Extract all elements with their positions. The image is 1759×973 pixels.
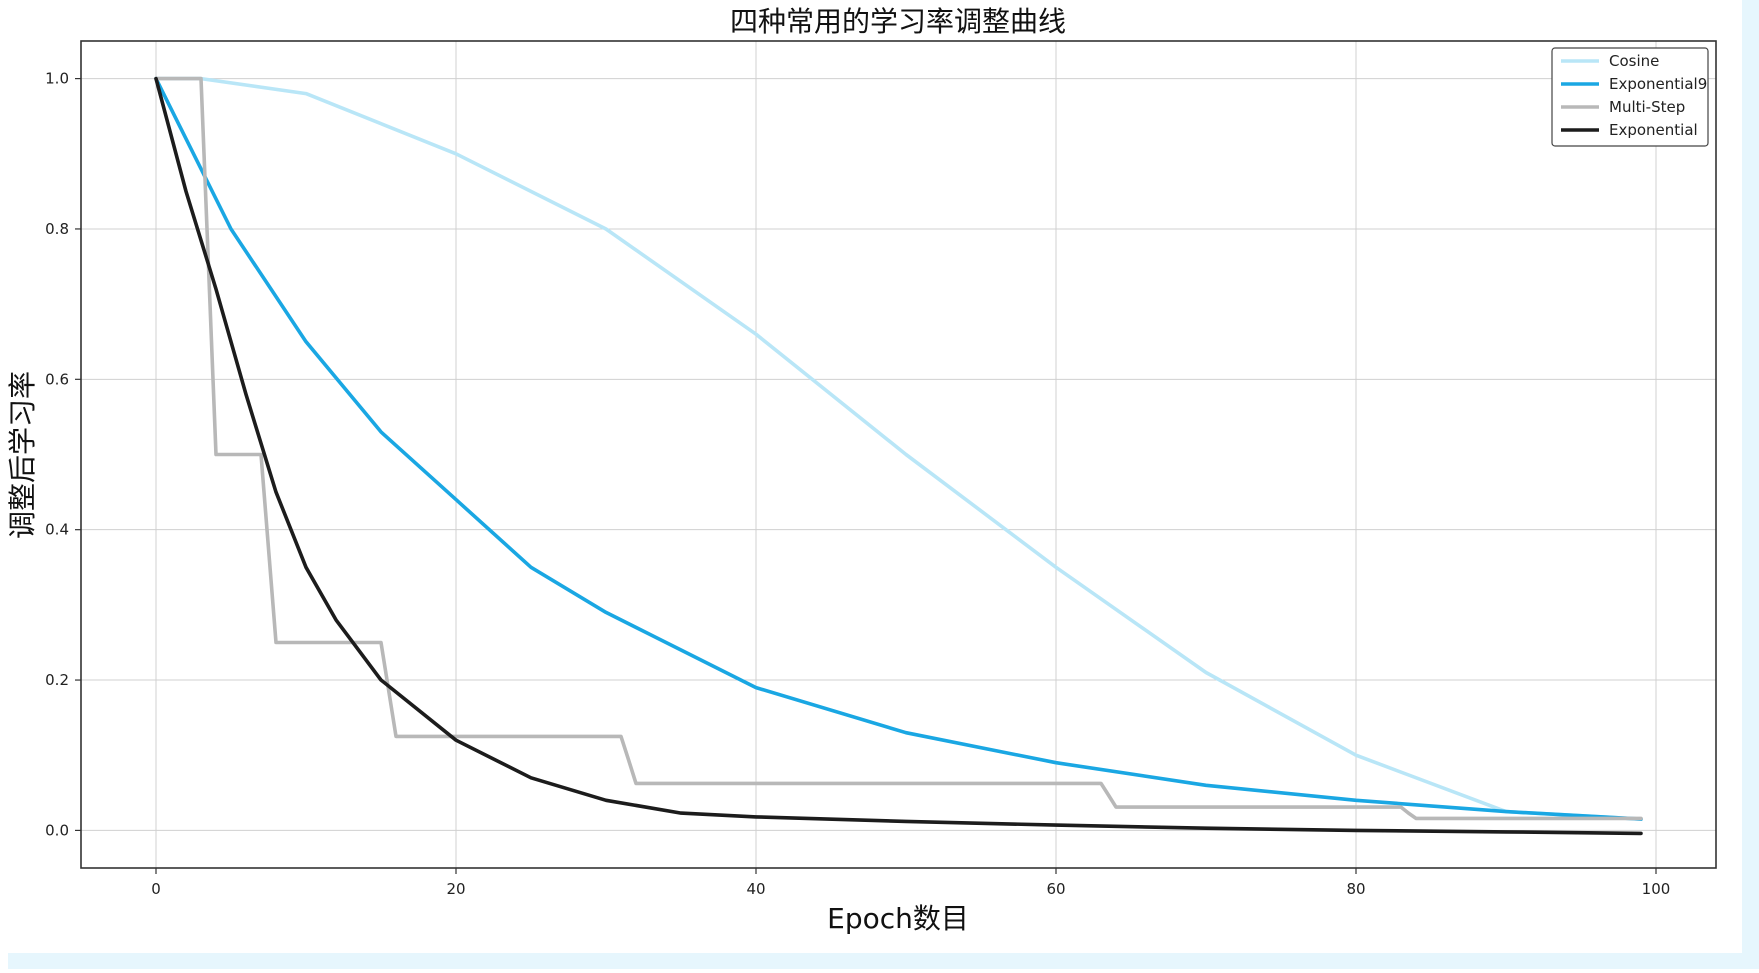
- series-line-exponential: [154, 76, 1643, 836]
- x-tick-label: 60: [1046, 880, 1065, 898]
- grid: [81, 41, 1716, 868]
- x-tick-label: 40: [746, 880, 765, 898]
- x-axis-label: Epoch数目: [827, 902, 969, 935]
- y-tick-label: 0.0: [45, 821, 69, 839]
- legend-label: Exponential9: [1609, 75, 1707, 93]
- plot-frame: [80, 40, 1717, 869]
- y-axis-label: 调整后学习率: [6, 371, 39, 539]
- y-tick-label: 0.2: [45, 671, 69, 689]
- background-band-bottom: [8, 953, 1747, 969]
- legend-label: Cosine: [1609, 52, 1659, 70]
- x-tick-label: 80: [1346, 880, 1365, 898]
- y-tick-label: 0.4: [45, 521, 69, 539]
- plot-background: [81, 41, 1716, 868]
- series-line-multi-step: [154, 76, 1643, 821]
- x-tick-label: 100: [1642, 880, 1671, 898]
- y-tick-label: 1.0: [45, 70, 69, 88]
- chart-title: 四种常用的学习率调整曲线: [730, 5, 1066, 38]
- legend-frame: [1551, 47, 1709, 147]
- legend-label: Exponential: [1609, 121, 1698, 139]
- legend-label: Multi-Step: [1609, 98, 1685, 116]
- series-line-cosine: [154, 76, 1643, 821]
- y-tick-label: 0.6: [45, 370, 69, 388]
- x-tick-label: 0: [151, 880, 161, 898]
- y-tick-label: 0.8: [45, 220, 69, 238]
- series-lines: [154, 76, 1643, 836]
- background-band-right: [1742, 0, 1759, 969]
- legend: Cosine Exponential9 Multi-Step Exponential: [1551, 47, 1709, 147]
- x-tick-label: 20: [446, 880, 465, 898]
- series-line-exponential9: [154, 76, 1643, 821]
- axis-ticks: 0 20 40 60 80 100 0.0 0.2 0.4 0.6 0.8 1.0: [45, 70, 1670, 898]
